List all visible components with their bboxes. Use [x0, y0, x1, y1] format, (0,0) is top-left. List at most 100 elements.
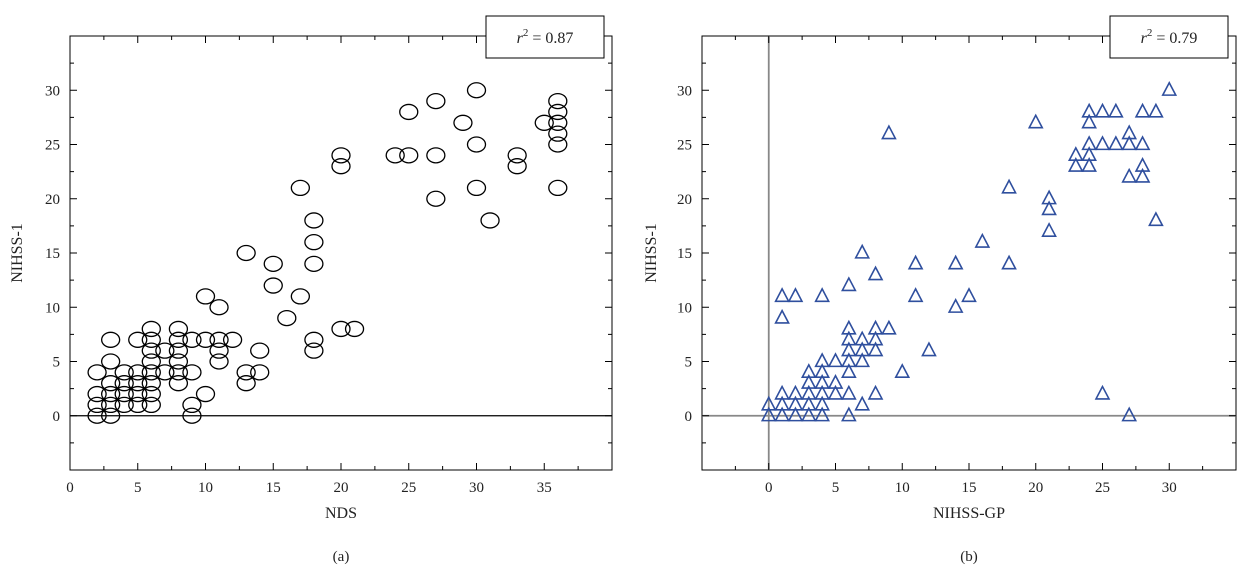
- data-point: [1001, 254, 1017, 270]
- data-point: [128, 375, 148, 392]
- data-point: [548, 125, 568, 142]
- data-point: [141, 364, 161, 381]
- data-point: [947, 298, 964, 313]
- data-point: [141, 353, 161, 370]
- data-point: [548, 136, 568, 153]
- data-point: [814, 384, 830, 400]
- data-point: [774, 406, 790, 422]
- data-point: [304, 255, 324, 273]
- x-tick-label: 30: [469, 480, 484, 496]
- data-point: [304, 331, 324, 348]
- data-point: [774, 308, 790, 324]
- data-point: [787, 287, 804, 303]
- data-point: [841, 384, 857, 400]
- data-point: [774, 384, 790, 400]
- x-tick-label: 0: [66, 480, 74, 496]
- data-point: [128, 364, 148, 381]
- data-point: [480, 212, 500, 229]
- r-squared-exponent: 2: [523, 27, 529, 39]
- data-point: [854, 341, 871, 357]
- data-point: [787, 395, 804, 411]
- data-point: [814, 395, 830, 411]
- data-point: [854, 330, 871, 346]
- x-tick-label: 25: [1095, 480, 1110, 496]
- data-point: [155, 342, 175, 359]
- r-squared-value: = 0.87: [528, 30, 573, 47]
- data-point: [195, 331, 216, 348]
- data-point: [426, 190, 446, 207]
- y-tick-label: 25: [677, 138, 692, 154]
- data-point: [548, 103, 568, 121]
- chart-panel-2: 0 5 10 15 20 25 30 0 5 10 15 20 25 30 NIHSS-GP NIHSS-1 (…: [643, 15, 1237, 565]
- panel-label: (b): [960, 549, 978, 565]
- data-point: [814, 287, 830, 303]
- data-point: [1027, 113, 1044, 129]
- r-squared-box: [1109, 15, 1229, 59]
- data-point: [168, 320, 189, 338]
- data-point: [304, 212, 324, 229]
- data-point: [426, 92, 446, 110]
- data-point: [1134, 135, 1151, 151]
- data-point: [1081, 102, 1097, 118]
- data-point: [263, 255, 283, 273]
- data-point: [168, 375, 189, 392]
- data-point: [128, 331, 148, 348]
- data-point: [209, 353, 229, 370]
- data-point: [507, 158, 527, 175]
- data-point: [182, 396, 202, 414]
- data-point: [168, 364, 189, 381]
- x-tick-label: 5: [134, 480, 142, 496]
- data-point: [854, 243, 871, 259]
- y-tick-label: 20: [45, 192, 60, 208]
- data-point: [399, 103, 419, 121]
- data-point: [800, 395, 817, 411]
- data-point: [867, 265, 884, 281]
- data-point: [867, 319, 884, 335]
- data-point: [1001, 178, 1017, 194]
- data-point: [87, 396, 107, 414]
- data-point: [867, 330, 884, 346]
- data-point: [800, 384, 817, 400]
- data-point: [331, 320, 351, 338]
- data-point: [141, 331, 161, 348]
- data-point: [290, 288, 311, 305]
- data-point: [1041, 189, 1057, 205]
- x-tick-label: 35: [537, 480, 552, 496]
- data-point: [101, 375, 121, 392]
- y-tick-label: 5: [53, 355, 61, 371]
- data-point: [168, 353, 189, 370]
- x-tick-label: 0: [765, 480, 773, 496]
- data-point: [1094, 384, 1111, 400]
- data-point: [331, 147, 351, 164]
- data-point: [841, 341, 857, 357]
- data-point: [1121, 406, 1138, 422]
- data-point: [841, 363, 857, 379]
- data-point: [1121, 167, 1138, 183]
- data-point: [894, 363, 911, 379]
- data-point: [841, 319, 857, 335]
- data-point: [760, 406, 777, 422]
- data-point: [907, 287, 924, 303]
- y-tick-label: 30: [45, 83, 60, 99]
- r-squared-value: = 0.79: [1152, 30, 1197, 47]
- r-squared-annotation: r2 = 0.87: [517, 27, 574, 47]
- data-point: [114, 396, 134, 414]
- data-point: [466, 179, 487, 197]
- data-point: [1094, 102, 1111, 118]
- data-point: [209, 331, 229, 348]
- x-tick-label: 20: [334, 480, 349, 496]
- data-point: [141, 385, 161, 403]
- data-point: [331, 158, 351, 175]
- data-point: [854, 352, 871, 368]
- data-point: [236, 244, 256, 262]
- data-point: [800, 406, 817, 422]
- x-tick-label: 30: [1162, 480, 1177, 496]
- data-point: [101, 407, 121, 424]
- data-point: [827, 384, 844, 400]
- data-point: [304, 233, 324, 251]
- x-tick-label: 20: [1028, 480, 1043, 496]
- r-squared-symbol: r: [1141, 30, 1148, 47]
- chart-panel-1: 0 5 10 15 20 25 30 35 0 5 10 15 20 25 30 NDS NIHSS-1 (a) r…: [9, 15, 613, 565]
- data-point: [1094, 135, 1111, 151]
- data-point: [974, 232, 991, 248]
